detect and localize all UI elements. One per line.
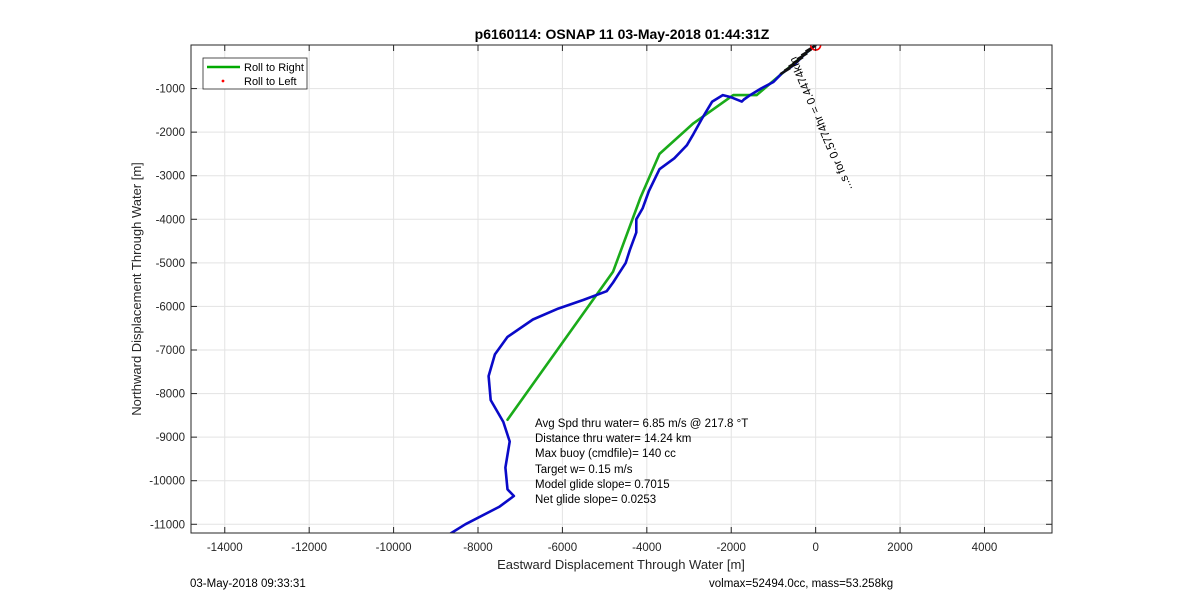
series-line-roll-to-right [506, 45, 817, 422]
x-tick-label: 2000 [887, 542, 913, 554]
legend-box [202, 57, 308, 90]
x-tick-label: 0 [812, 542, 818, 554]
y-tick-label: -2000 [156, 127, 185, 139]
legend-dot-roll-left [221, 79, 225, 83]
series-layer [448, 45, 822, 533]
series-line-track-1 [448, 45, 817, 533]
rotated-annotation: ...s for 0.5774hr = 0.4474km [788, 55, 855, 192]
legend-label-roll-left: Roll to Left [244, 76, 297, 88]
x-tick-label: -10000 [376, 542, 412, 554]
grid-lines [191, 45, 1052, 533]
y-axis-label: Northward Displacement Through Water [m] [129, 162, 144, 416]
y-tick-label: -11000 [150, 519, 185, 531]
footer-volmax-mass: volmax=52494.0cc, mass=53.258kg [709, 578, 893, 590]
y-tick-label: -5000 [156, 258, 185, 270]
footer-timestamp: 03-May-2018 09:33:31 [190, 578, 306, 590]
y-tick-label: -4000 [156, 214, 185, 226]
x-tick-label: -14000 [207, 542, 243, 554]
stats-annotation: Avg Spd thru water= 6.85 m/s @ 217.8 °T … [535, 418, 748, 506]
y-tick-label: -6000 [156, 301, 185, 313]
heading-tick-mark [779, 67, 791, 76]
legend: Roll to Right Roll to Left [202, 57, 308, 90]
y-tick-label: -1000 [156, 84, 185, 96]
y-tick-label: -10000 [149, 476, 185, 488]
x-tick-label: -6000 [548, 542, 577, 554]
stat-target-w: Target w= 0.15 m/s [535, 464, 633, 476]
stat-net-glide: Net glide slope= 0.0253 [535, 494, 656, 506]
x-tick-label: -2000 [717, 542, 746, 554]
x-tick-label: 4000 [972, 542, 998, 554]
stat-model-glide: Model glide slope= 0.7015 [535, 479, 670, 491]
y-axis-ticks: -1000 -2000 -3000 -4000 -5000 -6000 -7000 -8000… [149, 84, 1052, 531]
plot-area-frame [190, 44, 1053, 534]
stat-max-buoy: Max buoy (cmdfile)= 140 cc [535, 448, 676, 460]
y-tick-label: -3000 [156, 171, 185, 183]
y-tick-label: -9000 [156, 432, 185, 444]
x-tick-label: -4000 [632, 542, 661, 554]
chart-title: p6160114: OSNAP 11 03-May-2018 01:44:31Z [475, 26, 770, 42]
x-axis-ticks: -14000 -12000 -10000 -8000 -6000 -4000 -2000 0 2… [207, 45, 997, 554]
stat-distance: Distance thru water= 14.24 km [535, 433, 691, 445]
stat-avg-speed: Avg Spd thru water= 6.85 m/s @ 217.8 °T [535, 418, 748, 430]
x-tick-label: -12000 [291, 542, 327, 554]
x-tick-label: -8000 [463, 542, 492, 554]
y-tick-label: -8000 [156, 389, 185, 401]
y-tick-label: -7000 [156, 345, 185, 357]
legend-label-roll-right: Roll to Right [244, 62, 304, 74]
x-axis-label: Eastward Displacement Through Water [m] [497, 557, 745, 572]
